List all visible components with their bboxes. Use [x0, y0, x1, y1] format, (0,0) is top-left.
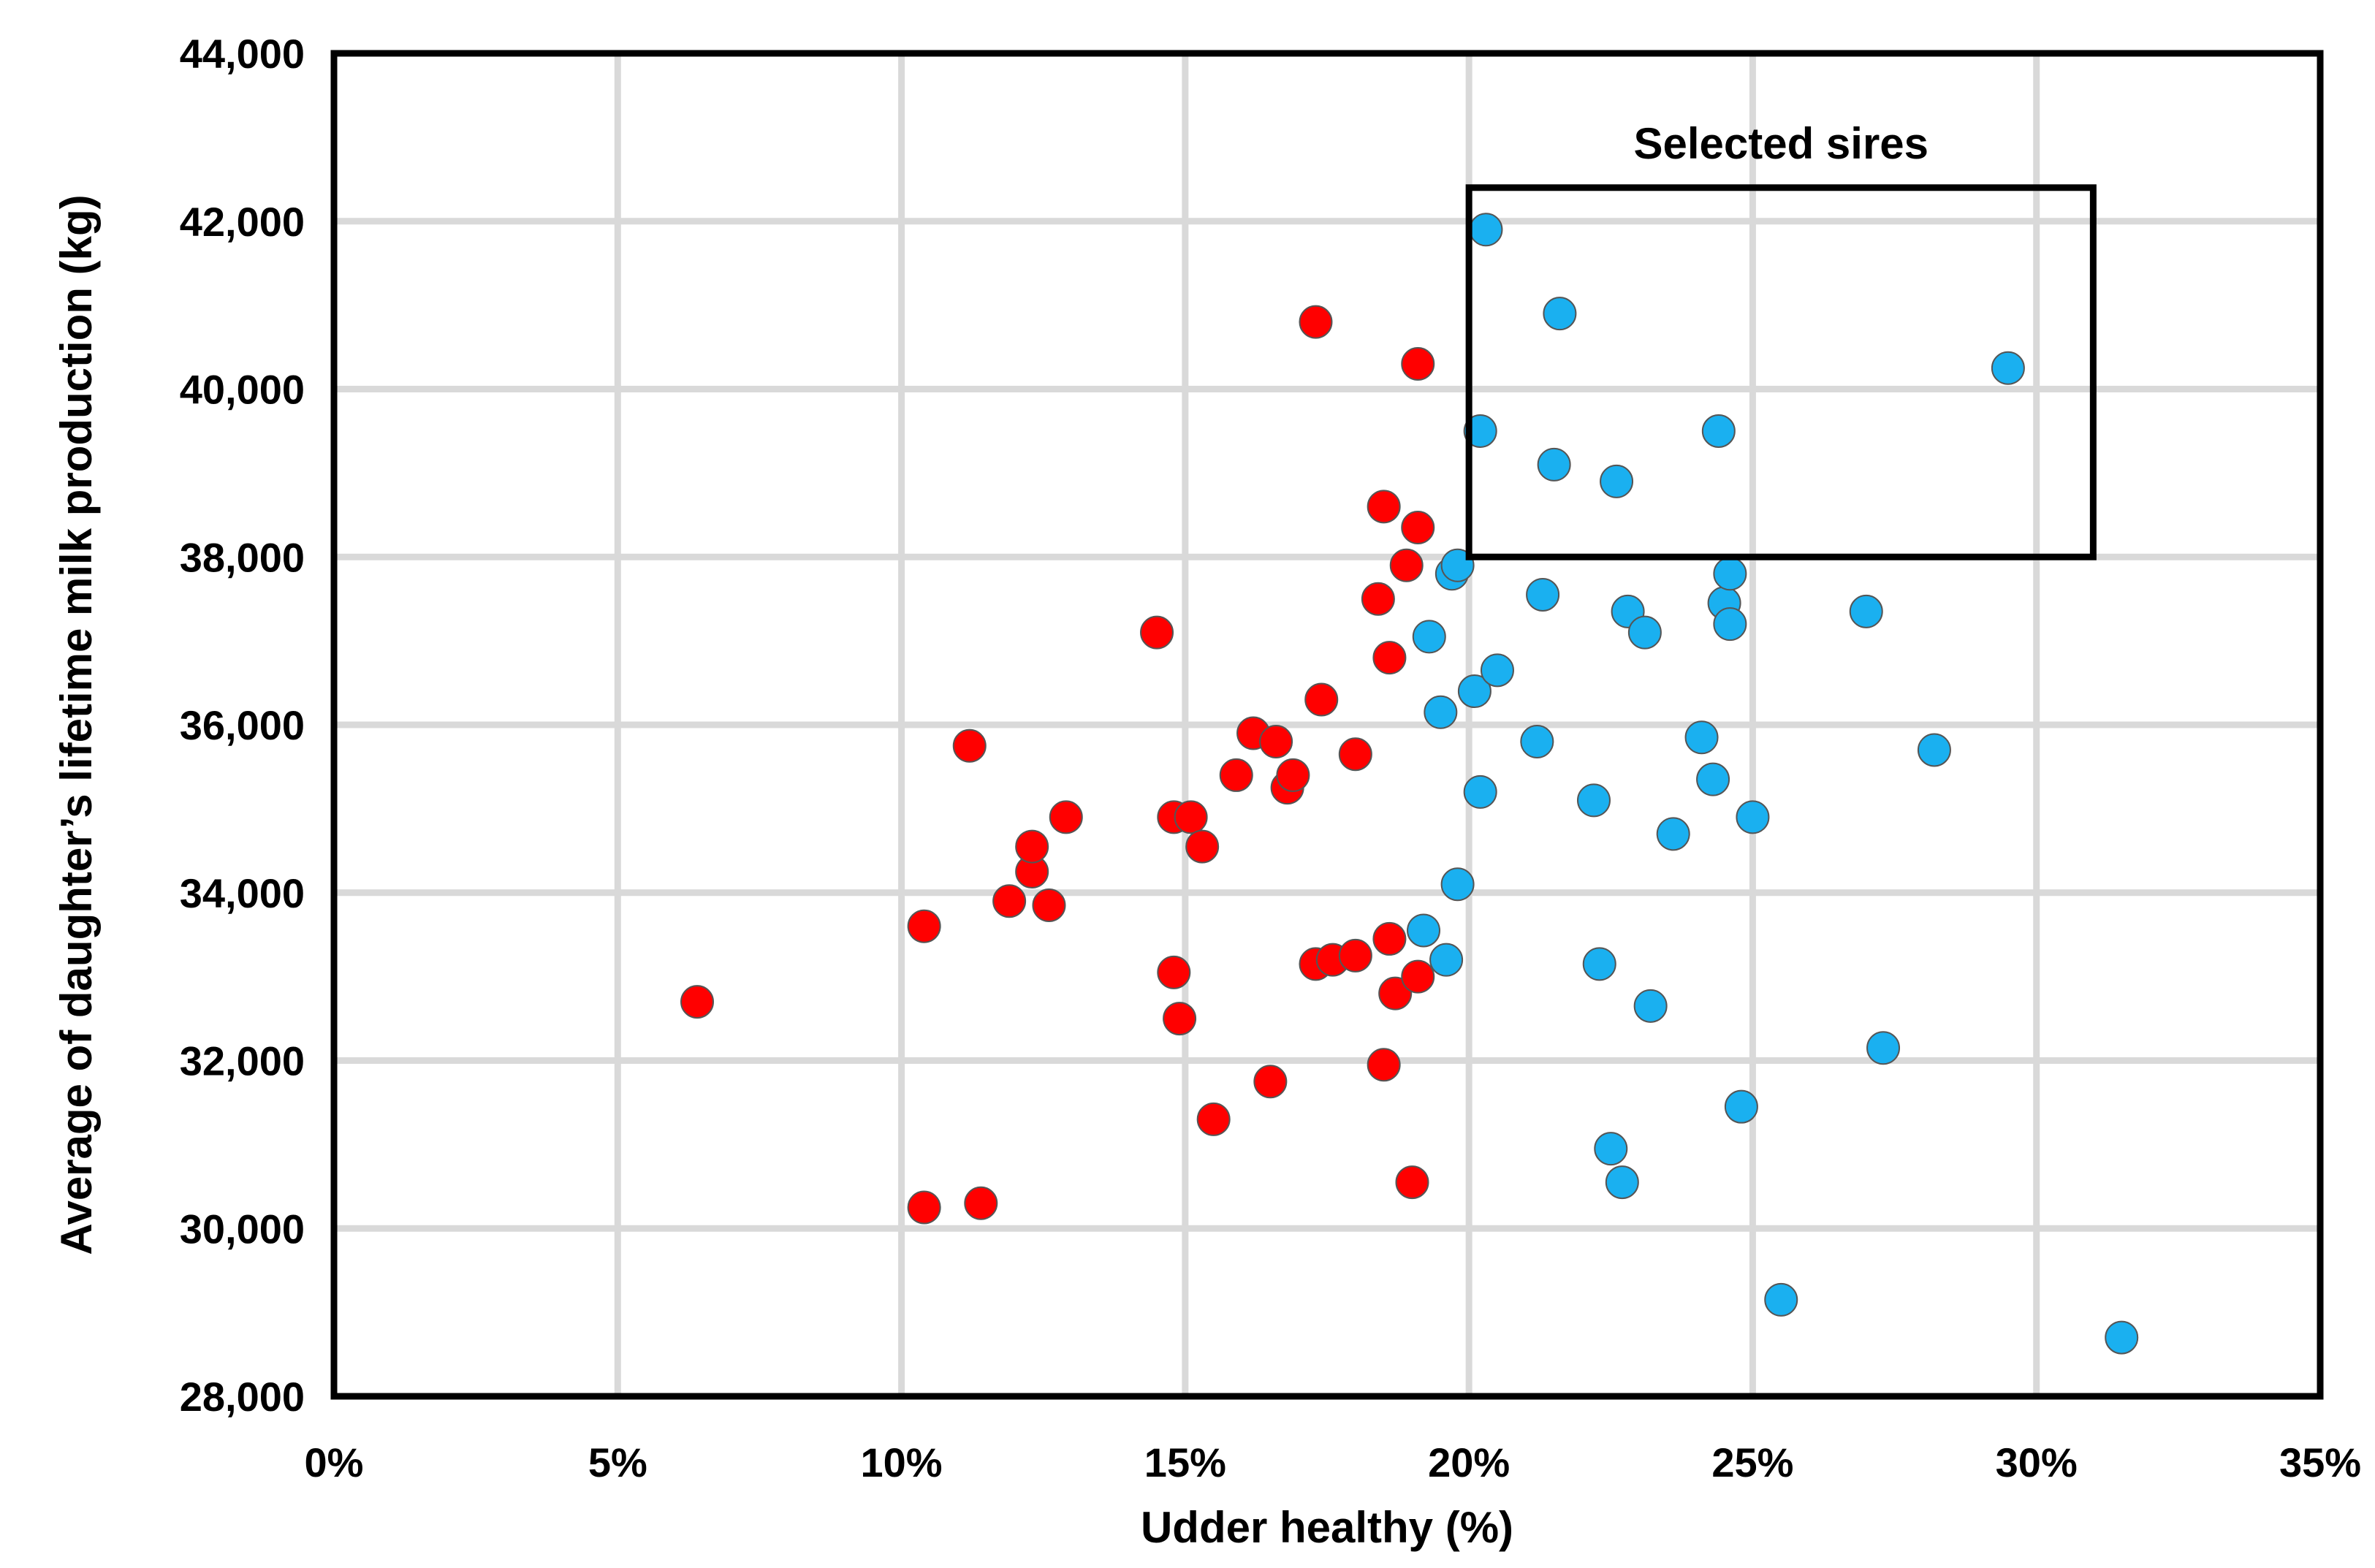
y-tick-label: 28,000	[180, 1374, 305, 1420]
y-tick-label: 36,000	[180, 702, 305, 748]
plot-frame	[330, 50, 2324, 1400]
data-point	[1412, 620, 1446, 654]
x-tick-label: 20%	[1428, 1439, 1510, 1485]
data-point	[1372, 921, 1407, 956]
data-point	[1724, 1089, 1758, 1124]
data-point	[1338, 737, 1372, 772]
data-point	[1696, 762, 1730, 796]
data-point	[1440, 548, 1475, 582]
y-tick-label: 44,000	[180, 31, 305, 77]
data-point	[1526, 577, 1560, 612]
data-point	[1633, 989, 1668, 1023]
data-point	[1627, 615, 1662, 650]
data-point	[1424, 695, 1458, 729]
x-tick-label: 35%	[2279, 1439, 2361, 1485]
y-tick-label: 38,000	[180, 534, 305, 580]
selected-sires-box	[1465, 184, 2097, 560]
y-axis-title: Average of daughter’s lifetime milk prod…	[52, 194, 101, 1255]
data-point	[1401, 347, 1435, 381]
data-point	[1049, 800, 1083, 834]
data-point	[680, 985, 715, 1019]
data-point	[1543, 297, 1577, 331]
y-tick-label: 42,000	[180, 199, 305, 245]
x-tick-label: 15%	[1144, 1439, 1226, 1485]
grid-lines	[330, 50, 2324, 1400]
x-tick-label: 0%	[305, 1439, 364, 1485]
data-point	[907, 909, 941, 943]
y-tick-label: 30,000	[180, 1206, 305, 1252]
data-point	[1463, 414, 1497, 448]
selected-sires-label: Selected sires	[1633, 119, 1928, 168]
data-point	[1163, 1002, 1197, 1036]
data-point	[1463, 775, 1497, 809]
data-point	[1713, 607, 1747, 642]
data-point	[1917, 733, 1951, 767]
data-point	[1372, 641, 1407, 675]
data-point	[1605, 1165, 1639, 1200]
data-point	[1276, 758, 1310, 792]
data-point	[1304, 682, 1339, 717]
data-point	[1582, 947, 1616, 981]
data-point	[1032, 888, 1066, 922]
data-point	[1600, 464, 1634, 498]
data-point	[1157, 955, 1191, 989]
data-point	[1259, 724, 1293, 758]
x-axis-title: Udder healthy (%)	[1141, 1503, 1513, 1552]
x-tick-labels: 0% 5% 10% 15% 20% 25% 30% 35%	[305, 1439, 2362, 1485]
data-point	[1457, 674, 1492, 709]
data-point	[1015, 829, 1049, 864]
data-point	[1367, 490, 1401, 524]
data-point	[1219, 758, 1253, 792]
data-point	[1429, 943, 1464, 977]
x-tick-label: 30%	[1996, 1439, 2078, 1485]
data-point	[1520, 724, 1554, 758]
y-tick-label: 32,000	[180, 1038, 305, 1084]
data-point	[1736, 800, 1770, 834]
data-point	[1684, 720, 1719, 755]
data-point	[1253, 1065, 1288, 1099]
y-tick-label: 34,000	[180, 870, 305, 916]
data-point	[2105, 1320, 2139, 1355]
data-point	[1395, 1165, 1429, 1200]
data-point	[952, 728, 987, 763]
x-tick-label: 25%	[1711, 1439, 1793, 1485]
y-tick-labels: 28,000 30,000 32,000 34,000 36,000 38,000 40,0…	[180, 31, 305, 1420]
data-point	[1701, 414, 1736, 448]
data-point	[1480, 653, 1514, 688]
data-point	[1378, 976, 1413, 1011]
data-point	[1713, 557, 1747, 591]
data-point	[1866, 1031, 1901, 1065]
data-points	[680, 213, 2139, 1355]
data-point	[964, 1186, 998, 1220]
data-point	[1576, 783, 1611, 818]
data-point	[1440, 867, 1475, 902]
data-point	[1174, 800, 1208, 834]
data-point	[907, 1190, 941, 1225]
data-point	[1361, 582, 1395, 616]
data-point	[1991, 351, 2025, 385]
y-tick-label: 40,000	[180, 367, 305, 413]
data-point	[1594, 1132, 1628, 1166]
data-point	[1537, 447, 1571, 482]
data-point	[1367, 1048, 1401, 1082]
data-point	[1401, 959, 1435, 994]
data-point	[1469, 213, 1503, 247]
data-point	[1764, 1282, 1798, 1317]
x-tick-label: 10%	[861, 1439, 943, 1485]
data-point	[1849, 594, 1883, 628]
data-point	[1656, 817, 1690, 851]
data-point	[1389, 548, 1424, 582]
x-tick-label: 5%	[588, 1439, 647, 1485]
data-point	[1140, 615, 1174, 650]
data-point	[1338, 938, 1372, 973]
data-point	[1401, 511, 1435, 545]
data-point	[992, 884, 1027, 918]
data-point	[1196, 1102, 1231, 1136]
data-point	[1407, 913, 1441, 948]
data-point	[1299, 305, 1333, 339]
data-point	[1185, 829, 1220, 864]
